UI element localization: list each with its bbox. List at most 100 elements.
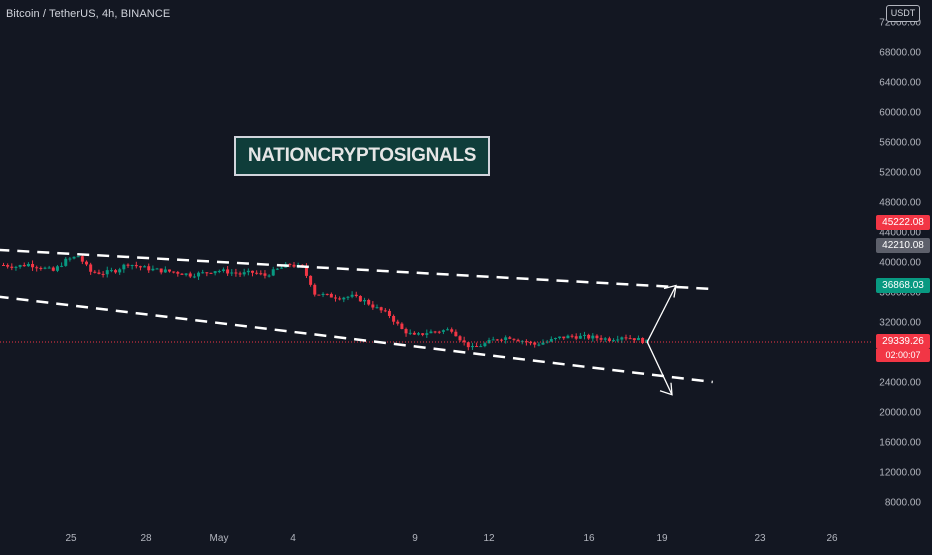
y-axis-tick-label: 64000.00: [879, 78, 921, 89]
price-tag-reference: 42210.08: [876, 237, 930, 253]
y-axis-tick-label: 8000.00: [885, 498, 922, 509]
candle-body: [114, 270, 118, 273]
candle-body: [172, 271, 176, 273]
candle-body: [549, 338, 553, 342]
candle-body: [620, 337, 624, 340]
candle-body: [155, 268, 159, 270]
candle-body: [97, 272, 101, 274]
candle-body: [441, 330, 445, 332]
candle-body: [238, 273, 242, 275]
candle-body: [55, 266, 59, 271]
candle-body: [425, 333, 429, 335]
candle-body: [317, 294, 321, 296]
x-axis-tick-label: 19: [656, 533, 668, 544]
candle-body: [421, 333, 425, 335]
candle-body: [437, 331, 441, 333]
currency-button[interactable]: USDT: [886, 5, 920, 22]
y-axis-tick-label: 32000.00: [879, 318, 921, 329]
symbol-title[interactable]: Bitcoin / TetherUS, 4h, BINANCE: [6, 8, 171, 20]
candle-body: [184, 273, 188, 275]
candle-body: [400, 323, 404, 330]
candle-body: [578, 335, 582, 339]
candle-body: [22, 265, 26, 267]
candle-body: [109, 270, 113, 272]
projection-down-arrow: [646, 341, 673, 396]
candle-body: [358, 295, 362, 302]
candle-body: [39, 267, 43, 269]
y-axis-tick-label: 36000.00: [879, 288, 921, 299]
candle-body: [541, 342, 545, 345]
candle-body: [504, 337, 508, 340]
x-axis-tick-label: 25: [65, 533, 77, 544]
candle-body: [475, 346, 479, 348]
x-axis-tick-label: 9: [412, 533, 418, 544]
candle-body: [466, 342, 470, 348]
candle-body: [429, 331, 433, 334]
candle-body: [483, 343, 487, 347]
candle-body: [583, 334, 586, 336]
candle-body: [562, 336, 566, 339]
candle-body: [624, 337, 628, 339]
candle-body: [31, 263, 35, 268]
x-axis-tick-label: 28: [140, 533, 152, 544]
candle-body: [263, 273, 267, 276]
candle-body: [342, 297, 346, 300]
candle-body: [392, 315, 396, 322]
y-axis-tick-label: 72000.00: [879, 18, 921, 29]
candle-body: [417, 333, 420, 335]
candle-body: [450, 329, 454, 332]
candle-body: [363, 299, 367, 302]
candle-body: [462, 340, 466, 343]
candle-body: [159, 268, 163, 273]
candle-body: [537, 344, 541, 346]
candle-body: [246, 270, 250, 273]
candle-body: [80, 256, 84, 262]
candle-body: [35, 267, 39, 269]
y-axis-tick-label: 68000.00: [879, 48, 921, 59]
candle-body: [367, 299, 371, 305]
candle-body: [280, 267, 284, 269]
candle-body: [138, 266, 142, 268]
candle-body: [632, 338, 636, 341]
candle-body: [201, 272, 205, 274]
candle-body: [130, 265, 134, 267]
candle-body: [458, 336, 462, 341]
candle-body: [2, 265, 5, 266]
candle-body: [508, 337, 512, 339]
candle-body: [599, 338, 603, 340]
candle-body: [221, 269, 225, 272]
candle-body: [491, 339, 495, 341]
candle-body: [446, 329, 450, 331]
candle-body: [226, 269, 230, 274]
candle-body: [616, 339, 620, 341]
candle-body: [68, 258, 72, 260]
candle-body: [64, 258, 68, 266]
candle-body: [275, 268, 279, 270]
price-tag-target: 36868.03: [876, 277, 930, 293]
candle-body: [612, 340, 616, 342]
candle-body: [180, 273, 184, 275]
y-axis-tick-label: 48000.00: [879, 198, 921, 209]
candle-body: [553, 337, 557, 339]
projection-up-arrow: [646, 285, 677, 343]
candle-body: [529, 342, 533, 344]
candle-body: [607, 338, 611, 342]
price-tag-high: 45222.08: [876, 215, 930, 231]
candle-body: [354, 294, 358, 296]
candle-body: [574, 336, 578, 339]
x-axis-tick-label: 16: [583, 533, 595, 544]
watermark-label: NATIONCRYPTOSIGNALS: [234, 136, 490, 176]
candle-body: [371, 304, 375, 308]
candle-body: [101, 273, 105, 275]
candle-body: [209, 272, 213, 274]
candle-body: [591, 335, 595, 339]
candle-body: [18, 265, 22, 267]
candle-body: [516, 339, 520, 342]
candle-body: [387, 310, 391, 316]
candle-body: [217, 271, 221, 273]
countdown-timer: 02:00:07: [876, 349, 930, 363]
candle-body: [105, 270, 109, 275]
candle-body: [14, 266, 18, 268]
